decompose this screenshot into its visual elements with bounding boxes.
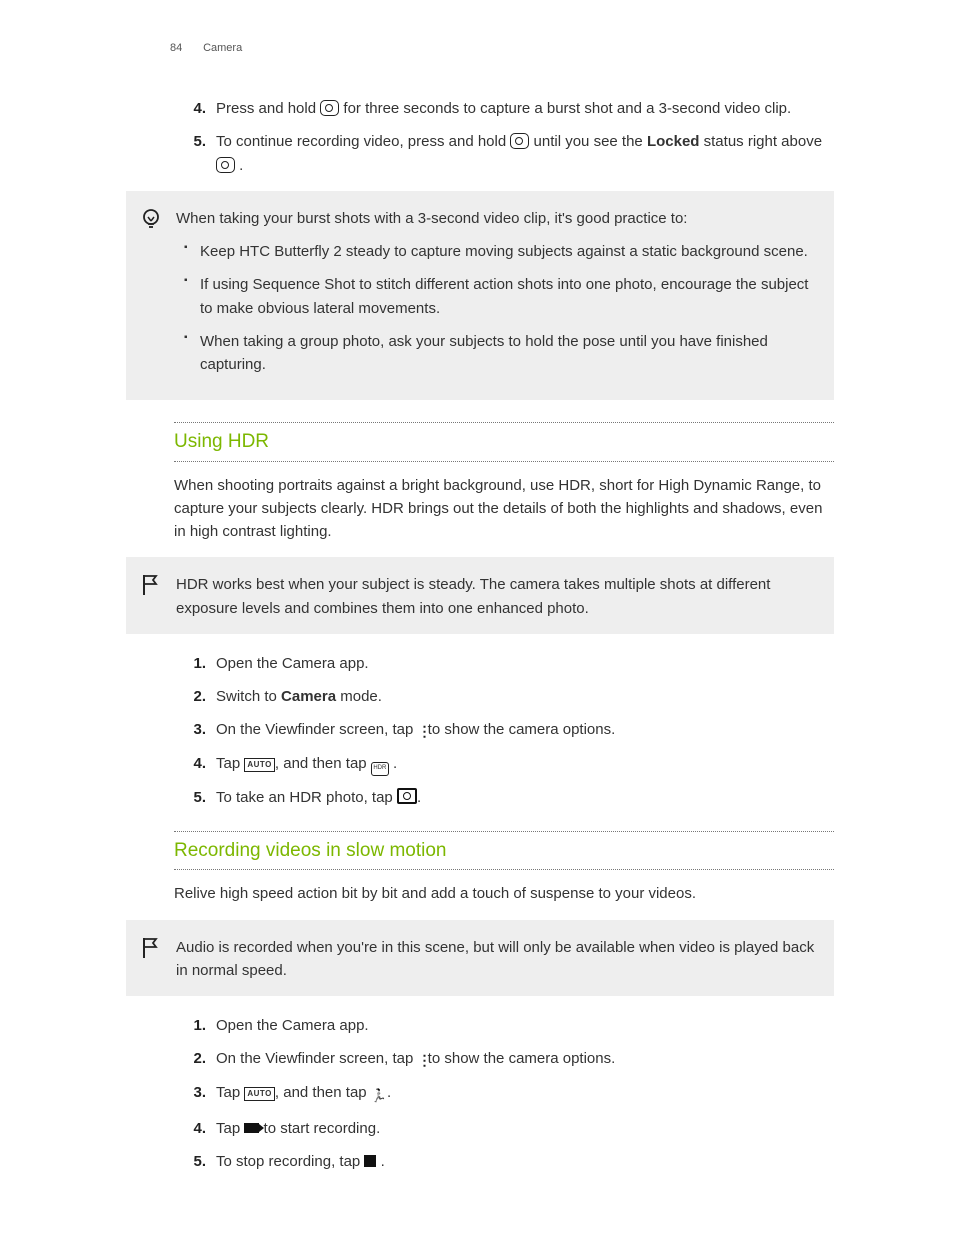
step-number: 2. — [182, 685, 206, 708]
step-text: Open the Camera app. — [216, 1014, 834, 1037]
record-icon — [244, 1123, 259, 1133]
hdr-step-5: 5. To take an HDR photo, tap . — [182, 786, 834, 809]
hdr-mode-icon: HDR — [371, 762, 389, 776]
step-number: 1. — [182, 1014, 206, 1037]
slowmo-step-2: 2. On the Viewfinder screen, tap to show… — [182, 1047, 834, 1070]
step-text: On the Viewfinder screen, tap to show th… — [216, 1047, 834, 1070]
hdr-step-1: 1. Open the Camera app. — [182, 652, 834, 675]
step-4: 4. Press and hold for three seconds to c… — [182, 97, 834, 120]
section-title-hdr: Using HDR — [174, 422, 834, 461]
tip-body: When taking your burst shots with a 3-se… — [176, 207, 816, 387]
flag-icon — [140, 936, 168, 967]
slowmo-note-text: Audio is recorded when you're in this sc… — [176, 936, 816, 983]
slowmo-note-callout: Audio is recorded when you're in this sc… — [126, 920, 834, 997]
slowmo-step-5: 5. To stop recording, tap . — [182, 1150, 834, 1173]
hdr-paragraph: When shooting portraits against a bright… — [174, 474, 834, 544]
slowmo-steps: 1. Open the Camera app. 2. On the Viewfi… — [182, 1014, 834, 1173]
section-title-slowmo: Recording videos in slow motion — [174, 831, 834, 870]
step-text: Tap AUTO, and then tap HDR . — [216, 752, 834, 776]
step-number: 2. — [182, 1047, 206, 1070]
step-text: On the Viewfinder screen, tap to show th… — [216, 718, 834, 741]
step-number: 4. — [182, 97, 206, 120]
tip-list: Keep HTC Butterfly 2 steady to capture m… — [184, 240, 816, 376]
tip-intro: When taking your burst shots with a 3-se… — [176, 207, 816, 230]
step-text: Switch to Camera mode. — [216, 685, 834, 708]
step-number: 1. — [182, 652, 206, 675]
slowmo-step-4: 4. Tap to start recording. — [182, 1117, 834, 1140]
slow-motion-icon — [371, 1084, 387, 1107]
hdr-step-3: 3. On the Viewfinder screen, tap to show… — [182, 718, 834, 741]
camera-shutter-icon — [320, 100, 339, 116]
step-text: Tap AUTO, and then tap . — [216, 1081, 834, 1107]
slowmo-paragraph: Relive high speed action bit by bit and … — [174, 882, 834, 905]
camera-shutter-icon — [216, 157, 235, 173]
page-number: 84 — [170, 40, 200, 57]
tip-item: If using Sequence Shot to stitch differe… — [184, 273, 816, 320]
step-text: Press and hold for three seconds to capt… — [216, 97, 834, 120]
step-5: 5. To continue recording video, press an… — [182, 130, 834, 177]
slowmo-step-1: 1. Open the Camera app. — [182, 1014, 834, 1037]
camera-shutter-icon — [510, 133, 529, 149]
step-text: Tap to start recording. — [216, 1117, 834, 1140]
tip-item: Keep HTC Butterfly 2 steady to capture m… — [184, 240, 816, 263]
hdr-step-4: 4. Tap AUTO, and then tap HDR . — [182, 752, 834, 776]
step-number: 3. — [182, 1081, 206, 1107]
tip-callout: When taking your burst shots with a 3-se… — [126, 191, 834, 401]
step-number: 3. — [182, 718, 206, 741]
step-number: 5. — [182, 1150, 206, 1173]
step-text: Open the Camera app. — [216, 652, 834, 675]
stop-icon — [364, 1155, 376, 1167]
tip-item: When taking a group photo, ask your subj… — [184, 330, 816, 377]
auto-mode-icon: AUTO — [244, 758, 275, 772]
step-number: 4. — [182, 1117, 206, 1140]
burst-steps: 4. Press and hold for three seconds to c… — [182, 97, 834, 177]
photo-shutter-icon — [397, 788, 417, 804]
header-section: Camera — [203, 42, 242, 54]
lightbulb-icon — [140, 207, 168, 240]
step-text: To stop recording, tap . — [216, 1150, 834, 1173]
hdr-steps: 1. Open the Camera app. 2. Switch to Cam… — [182, 652, 834, 809]
page-header: 84 Camera — [170, 40, 834, 57]
step-text: To continue recording video, press and h… — [216, 130, 834, 177]
slowmo-step-3: 3. Tap AUTO, and then tap . — [182, 1081, 834, 1107]
hdr-step-2: 2. Switch to Camera mode. — [182, 685, 834, 708]
step-number: 4. — [182, 752, 206, 776]
step-text: To take an HDR photo, tap . — [216, 786, 834, 809]
document-page: 84 Camera 4. Press and hold for three se… — [0, 0, 954, 1247]
hdr-note-callout: HDR works best when your subject is stea… — [126, 557, 834, 634]
flag-icon — [140, 573, 168, 604]
auto-mode-icon: AUTO — [244, 1087, 275, 1101]
step-number: 5. — [182, 130, 206, 177]
hdr-note-text: HDR works best when your subject is stea… — [176, 573, 816, 620]
step-number: 5. — [182, 786, 206, 809]
